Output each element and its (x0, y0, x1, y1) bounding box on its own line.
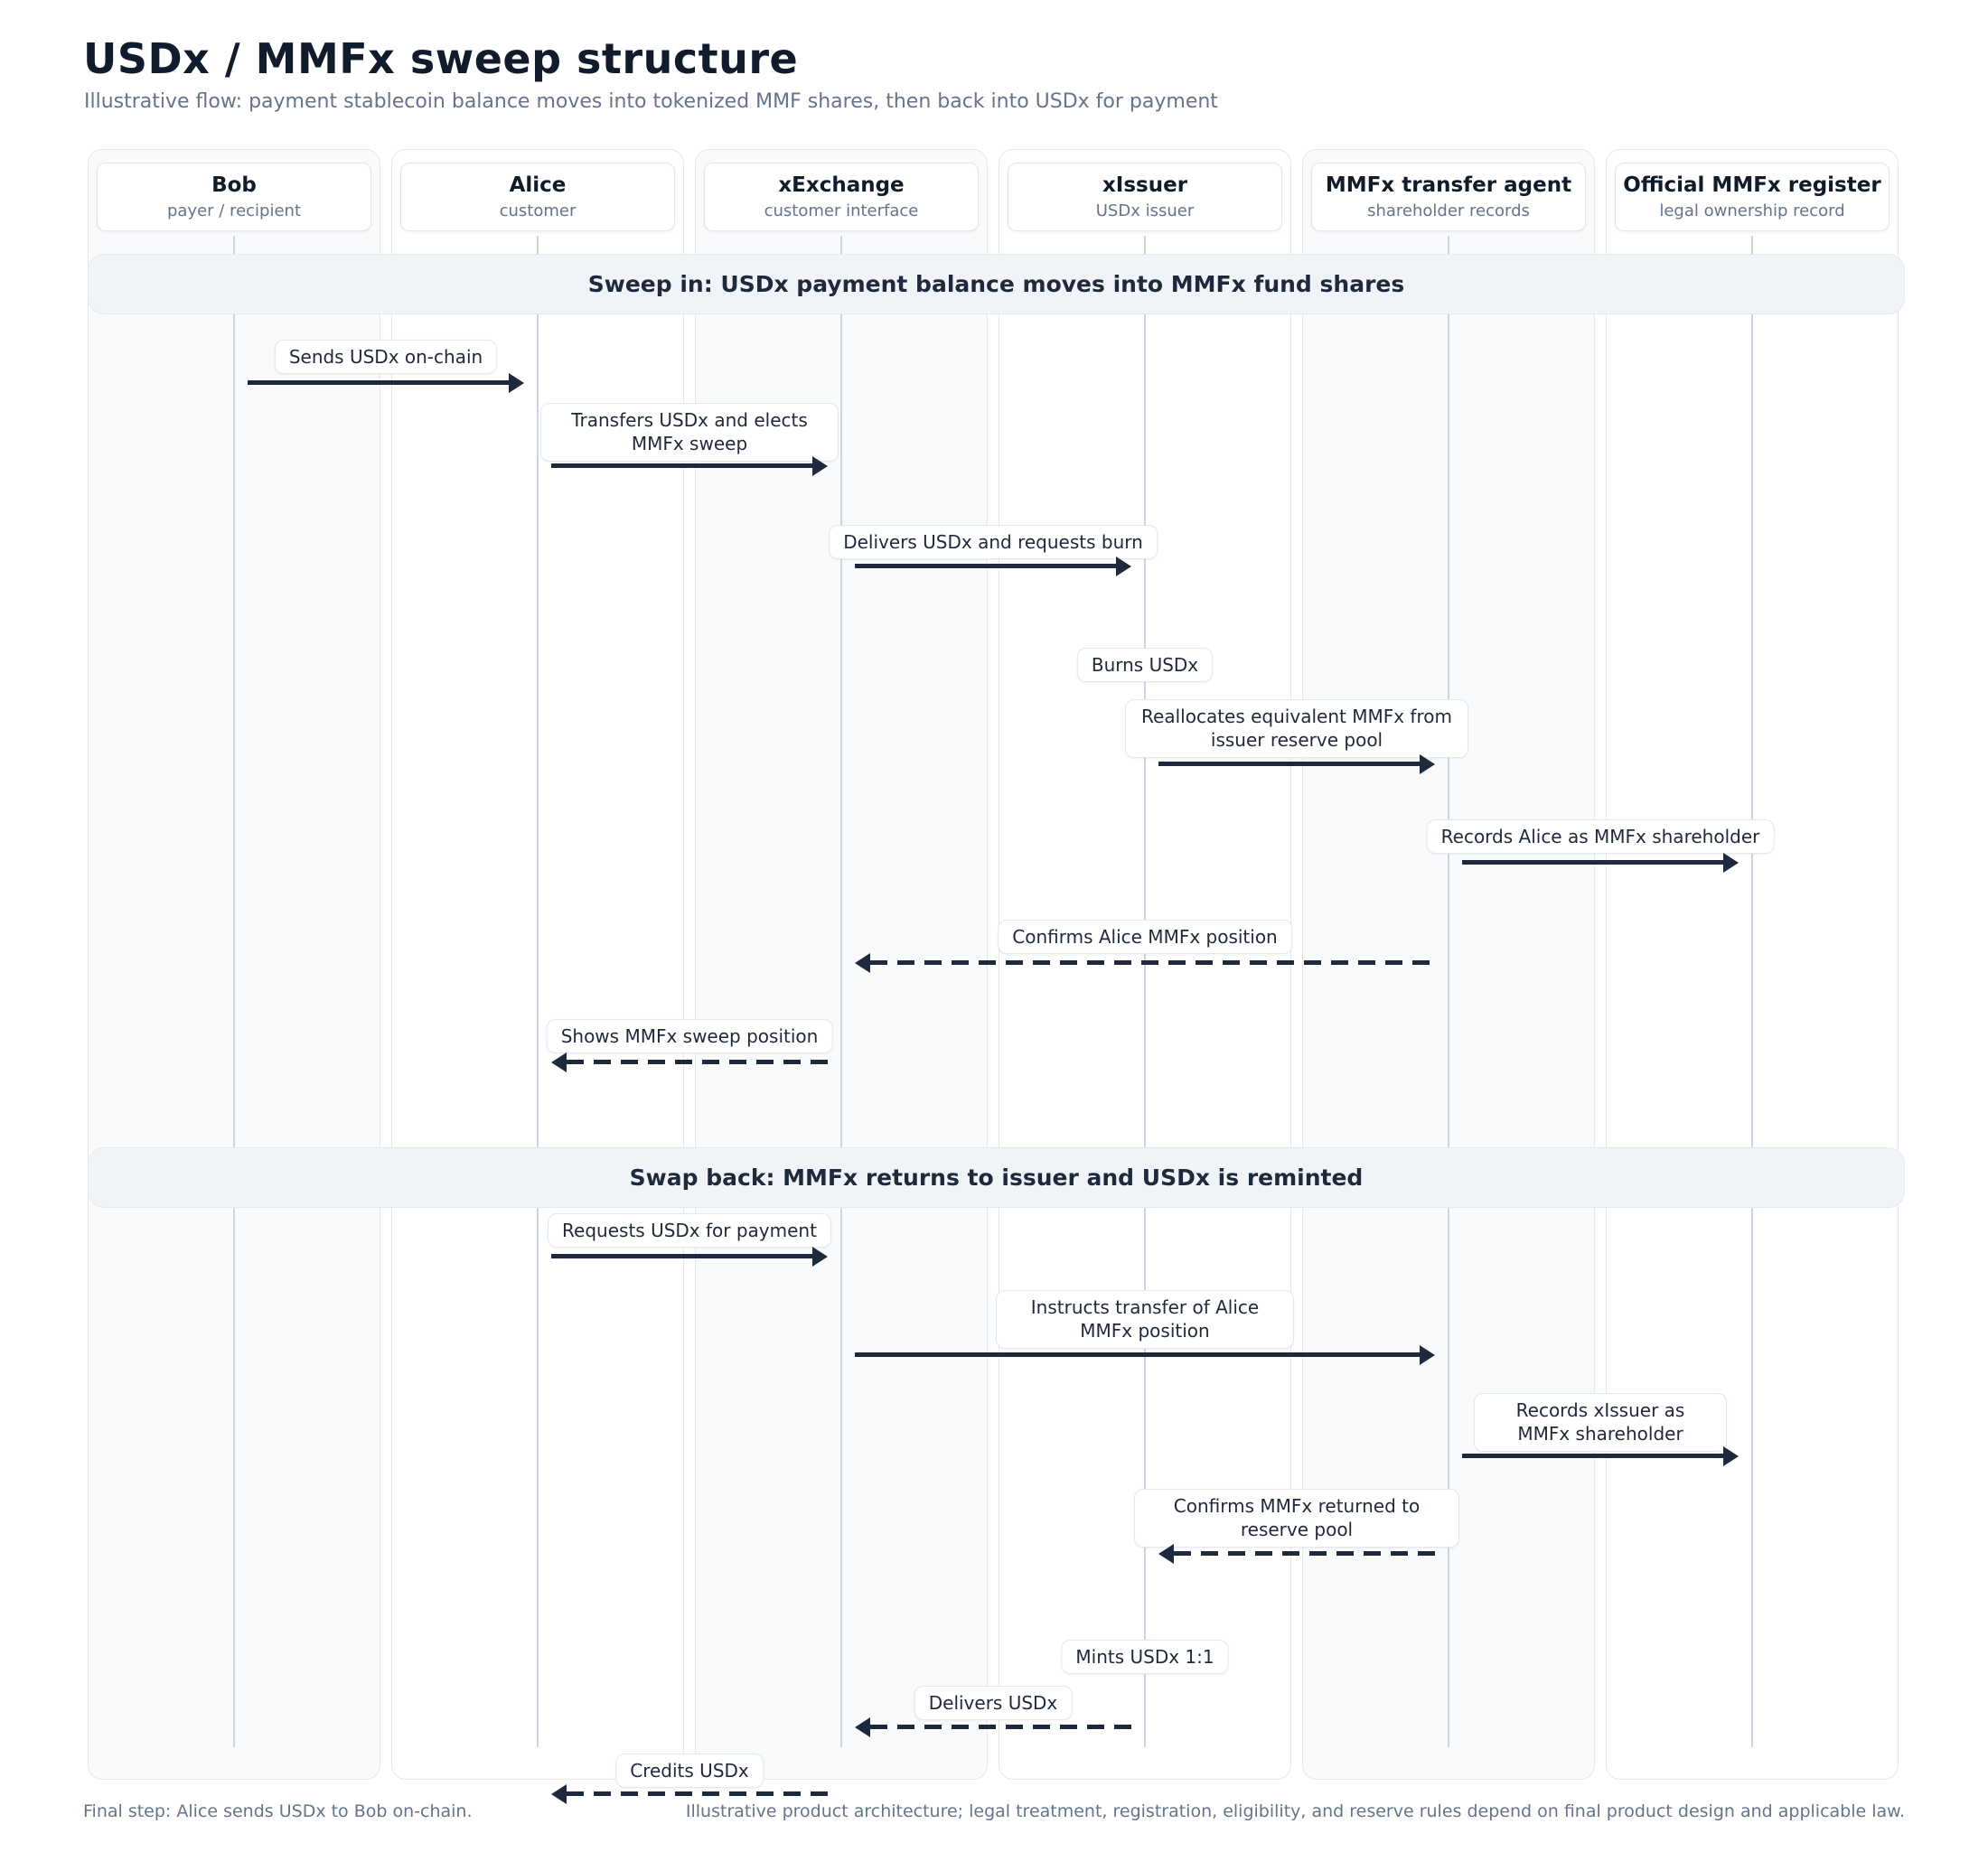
actor-card-transfer-agent: MMFx transfer agent shareholder records (1311, 163, 1586, 231)
footer-note-left: Final step: Alice sends USDx to Bob on-c… (83, 1801, 473, 1821)
arrow-dashed-left (551, 1052, 828, 1072)
actor-role: shareholder records (1367, 201, 1530, 220)
message-label: Delivers USDx (914, 1686, 1073, 1721)
page-title: USDx / MMFx sweep structure (83, 34, 799, 83)
message-label: Transfers USDx and elects MMFx sweep (540, 403, 839, 462)
actor-name: xIssuer (1102, 173, 1188, 197)
lifeline-bob (233, 236, 235, 1747)
arrow-solid-right (855, 1344, 1435, 1365)
actor-role: payer / recipient (166, 201, 302, 220)
footer-note-right: Illustrative product architecture; legal… (685, 1801, 1905, 1821)
message-label: Requests USDx for payment (548, 1213, 831, 1249)
arrow-solid-right (248, 372, 524, 393)
section-title: Sweep in: USDx payment balance moves int… (587, 271, 1405, 297)
lane-mmfx-register: Official MMFx register legal ownership r… (1606, 149, 1899, 1780)
actor-card-xexchange: xExchange customer interface (704, 163, 979, 231)
message-label: Confirms MMFx returned to reserve pool (1134, 1489, 1459, 1548)
message-label: Sends USDx on-chain (274, 340, 498, 375)
arrow-dashed-left (1158, 1543, 1435, 1564)
message-label: Delivers USDx and requests burn (829, 525, 1158, 560)
message-label: Records xIssuer as MMFx shareholder (1474, 1393, 1727, 1452)
arrow-solid-right (551, 1246, 828, 1267)
message-label: Reallocates equivalent MMFx from issuer … (1125, 699, 1468, 758)
section-band-swap-back: Swap back: MMFx returns to issuer and US… (88, 1147, 1905, 1208)
message-label: Burns USDx (1076, 648, 1214, 683)
lifeline-mmfx-register (1751, 236, 1753, 1747)
actor-card-xissuer: xIssuer USDx issuer (1008, 163, 1282, 231)
arrow-solid-right (855, 556, 1131, 576)
actor-name: xExchange (778, 173, 905, 197)
actor-role: USDx issuer (1095, 201, 1195, 220)
actor-card-mmfx-register: Official MMFx register legal ownership r… (1615, 163, 1890, 231)
lane-bob: Bob payer / recipient (88, 149, 380, 1780)
arrow-dashed-left (551, 1783, 828, 1804)
section-band-sweep-in: Sweep in: USDx payment balance moves int… (88, 254, 1905, 314)
message-label: Records Alice as MMFx shareholder (1426, 819, 1775, 855)
section-title: Swap back: MMFx returns to issuer and US… (629, 1165, 1364, 1191)
lane-alice: Alice customer (391, 149, 684, 1780)
message-label: Instructs transfer of Alice MMFx positio… (996, 1290, 1294, 1349)
arrow-solid-right (551, 455, 828, 476)
lifeline-transfer-agent (1448, 236, 1449, 1747)
actor-role: customer interface (764, 201, 919, 220)
page-subtitle: Illustrative flow: payment stablecoin ba… (84, 90, 1218, 113)
actor-name: Alice (509, 173, 567, 197)
actor-card-alice: Alice customer (400, 163, 675, 231)
actor-name: Bob (211, 173, 257, 197)
actor-name: Official MMFx register (1623, 173, 1881, 197)
message-label: Credits USDx (615, 1754, 764, 1789)
message-label: Mints USDx 1:1 (1061, 1640, 1229, 1675)
arrow-dashed-left (855, 1716, 1131, 1737)
actor-card-bob: Bob payer / recipient (97, 163, 371, 231)
message-label: Confirms Alice MMFx position (998, 920, 1292, 955)
lifeline-xexchange (840, 236, 842, 1747)
arrow-solid-right (1462, 852, 1739, 873)
arrow-solid-right (1158, 753, 1435, 774)
actor-role: legal ownership record (1659, 201, 1845, 220)
actor-role: customer (499, 201, 577, 220)
lifeline-xissuer (1144, 236, 1146, 1747)
message-label: Shows MMFx sweep position (546, 1019, 833, 1054)
arrow-solid-right (1462, 1445, 1739, 1466)
lifeline-alice (537, 236, 539, 1747)
arrow-dashed-left (855, 952, 1435, 973)
actor-name: MMFx transfer agent (1325, 173, 1572, 197)
